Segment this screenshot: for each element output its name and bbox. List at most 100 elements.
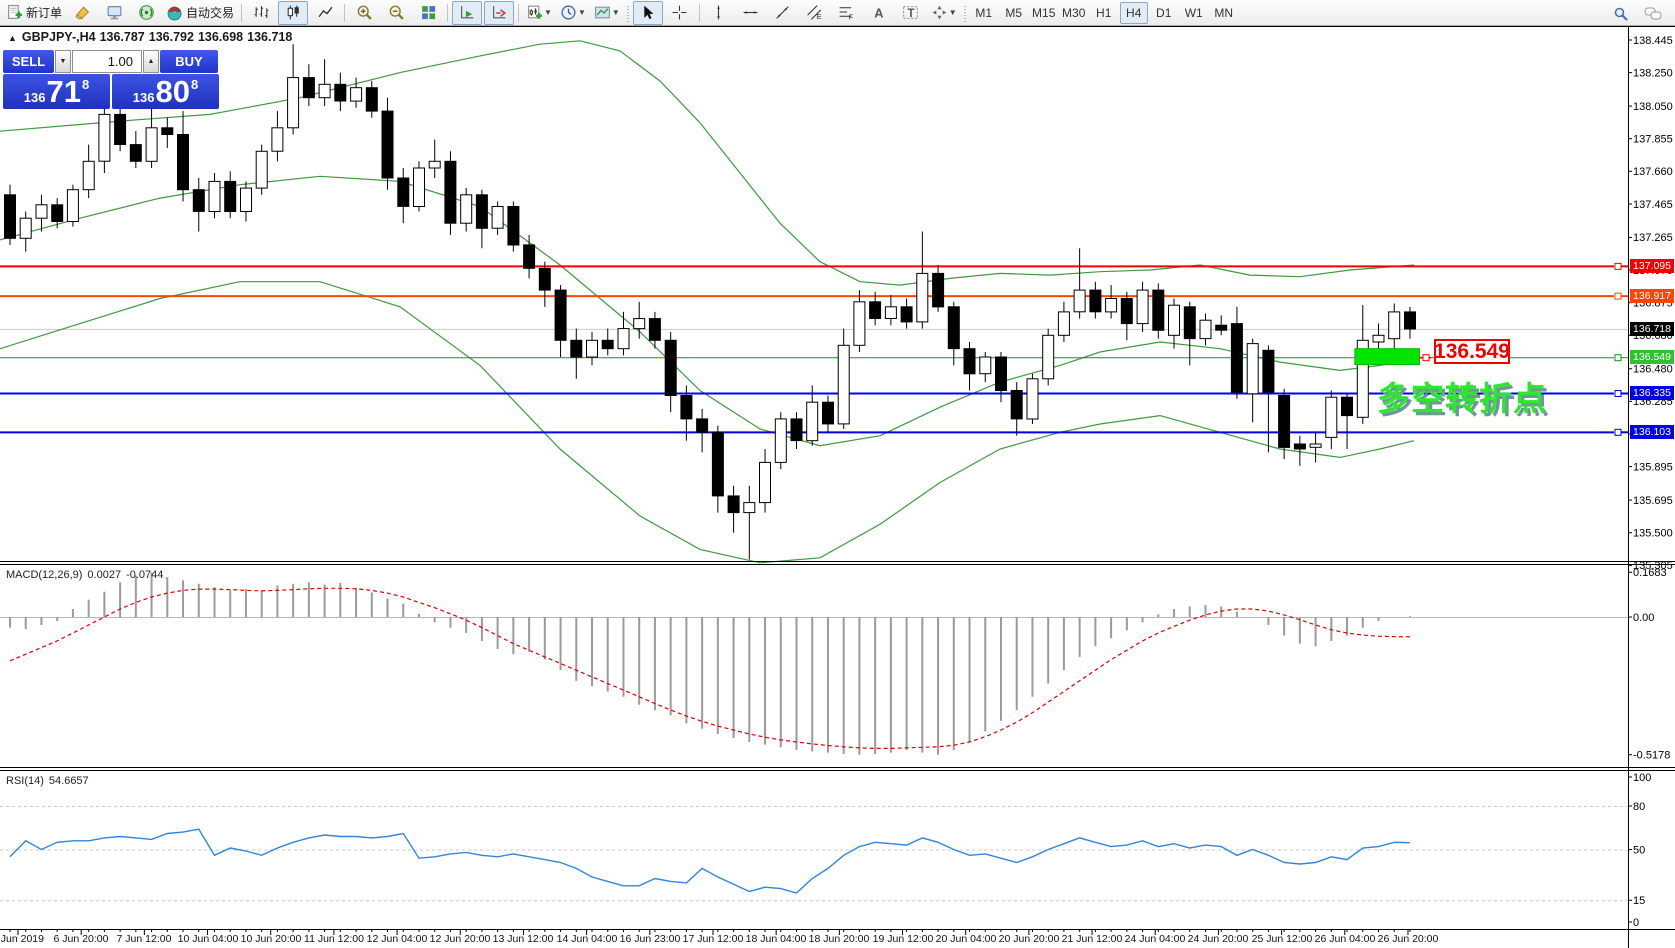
indicators-icon [594,4,611,21]
sell-price-pipette: 8 [81,77,90,92]
time-axis-label: 10 Jun 20:00 [240,933,302,945]
price-line-label-136.335[interactable]: 136.335 [1630,386,1674,400]
buy-button[interactable]: BUY [160,50,218,73]
svg-text:135.500: 135.500 [1633,528,1673,540]
autotrading-icon [166,4,183,21]
timeframe-h4-button[interactable]: H4 [1119,1,1148,24]
timeframe-m5-button[interactable]: M5 [1005,5,1023,20]
auto-scroll-button[interactable] [452,0,483,25]
time-axis-label: 25 Jun 12:00 [1251,933,1313,945]
price-line-label-136.103[interactable]: 136.103 [1630,425,1674,439]
level-callout-label[interactable]: 136.549 [1434,339,1510,364]
search-icon[interactable] [1606,2,1636,26]
sell-button[interactable]: SELL [3,50,54,73]
vertical-line-button[interactable] [704,1,734,25]
text-button[interactable]: A [864,1,894,25]
chart-shift-icon [491,4,508,21]
horizontal-line-icon [742,4,759,21]
new-order-button[interactable]: 新订单 [3,1,65,25]
svg-text:138.445: 138.445 [1633,35,1673,47]
time-axis-label: 6 Jun 2019 [0,933,44,945]
candlestick-mode-button[interactable] [278,0,309,25]
signals-button[interactable] [131,1,161,25]
rsi-header: RSI(14) 54.6657 [6,775,94,787]
bar-chart-mode-icon [253,4,270,21]
svg-text:135.895: 135.895 [1633,461,1673,473]
profiles-button[interactable]: ▼ [557,1,589,25]
price-line-label-136.549[interactable]: 136.549 [1630,350,1674,364]
dropdown-arrow-icon: ▼ [948,8,957,17]
price-line-label-137.095[interactable]: 137.095 [1630,259,1674,273]
zoom-out-button[interactable] [381,1,411,25]
horizontal-line-button[interactable] [736,1,766,25]
autotrading-label: 自动交易 [186,6,235,20]
new-chart-button[interactable]: ▼ [523,1,555,25]
sell-price-big: 71 [46,74,81,109]
fibonacci-button[interactable]: F [832,1,862,25]
cursor-button[interactable] [632,0,663,25]
sell-price[interactable]: 136 71 8 [3,74,110,109]
timeframe-d1-button[interactable]: D1 [1156,5,1172,20]
chat-icon[interactable] [1638,2,1668,26]
svg-text:T: T [908,7,915,20]
volume-decrease-button[interactable]: ▼ [55,50,71,73]
expert-advisors-icon [106,4,123,21]
indicators-button[interactable]: ▼ [591,1,623,25]
crosshair-button[interactable] [665,1,695,25]
timeframe-h1-button[interactable]: H1 [1096,5,1112,20]
zoom-in-button[interactable] [349,1,379,25]
macd-title: MACD(12,26,9) [6,569,83,581]
toolbar-grip [625,3,630,22]
time-axis-label: 20 Jun 04:00 [935,933,997,945]
time-axis-label: 12 Jun 04:00 [366,933,428,945]
expert-advisors-button[interactable] [99,1,129,25]
time-axis-label: 7 Jun 12:00 [116,933,172,945]
price-line-label-136.718[interactable]: 136.718 [1630,322,1674,336]
zoom-in-icon [356,4,373,21]
tile-windows-button[interactable] [413,1,443,25]
trendline-button[interactable] [768,1,798,25]
volume-increase-button[interactable]: ▲ [143,50,159,73]
svg-text:A: A [875,5,884,20]
timeframe-m30-button[interactable]: M30 [1062,5,1086,20]
zoom-out-icon [388,4,405,21]
price-line-label-136.917[interactable]: 136.917 [1630,289,1674,303]
equidistant-channel-icon: E [806,4,823,21]
text-label-button[interactable]: T [896,1,926,25]
line-chart-mode-button[interactable] [310,1,340,25]
toolbar-items: 新订单 自动交易 ▼ ▼ ▼ E F A T ▼ M1 M5 M15 M30 H1 H4 D1 W1 MN [2,0,1239,25]
timeframe-m15-button[interactable]: M15 [1032,5,1056,20]
timeframe-mn-button[interactable]: MN [1214,5,1234,20]
autotrading-button[interactable]: 自动交易 [163,1,237,25]
timeframe-m1-button[interactable]: M1 [975,5,993,20]
toolbar-separator [241,3,243,22]
equidistant-channel-button[interactable]: E [800,1,830,25]
time-axis-label: 18 Jun 20:00 [808,933,870,945]
text-icon: A [870,4,887,21]
chart-shift-button[interactable] [484,0,515,25]
arrows-icon [931,4,948,21]
bar-chart-mode-button[interactable] [246,1,276,25]
ohlc-open: 136.787 [99,30,145,44]
green-zone-rect[interactable] [1354,348,1420,366]
buy-price[interactable]: 136 80 8 [112,74,219,109]
buy-price-pipette: 8 [190,77,199,92]
signals-icon [138,4,155,21]
time-axis-label: 6 Jun 20:00 [53,933,109,945]
time-axis-label: 17 Jun 12:00 [682,933,744,945]
svg-text:137.660: 137.660 [1633,166,1673,178]
eraser-button[interactable] [67,1,97,25]
candlestick-mode-icon [285,4,302,21]
arrows-button[interactable]: ▼ [928,1,960,25]
timeframe-w1-button[interactable]: W1 [1184,5,1203,20]
volume-input[interactable]: 1.00 [72,50,142,73]
toolbar-separator [447,3,449,22]
macd-signal-value: -0.0744 [126,569,164,581]
macd-value: 0.0027 [87,569,122,581]
toolbar-separator [518,3,520,22]
collapse-triangle-icon[interactable]: ▲ [8,33,17,43]
time-axis-label: 26 Jun 04:00 [1314,933,1376,945]
time-axis-label: 24 Jun 20:00 [1187,933,1249,945]
toolbar-grip [962,3,967,22]
chinese-annotation-text[interactable]: 多空转折点 [1377,380,1547,417]
